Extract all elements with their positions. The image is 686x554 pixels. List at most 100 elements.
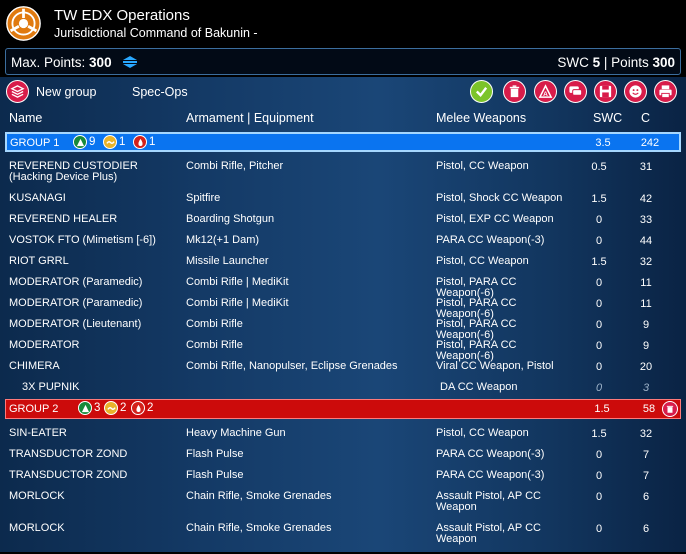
group-cost: 58 — [642, 403, 656, 415]
unit-cost: 6 — [642, 491, 650, 503]
unit-armament: Chain Rifle, Smoke Grenades — [186, 490, 332, 502]
impetuous-order-count: 1 — [133, 135, 155, 149]
unit-cost: 32 — [639, 428, 653, 440]
group-cost: 242 — [640, 137, 660, 149]
delete-group-button[interactable] — [662, 401, 678, 417]
table-row[interactable]: TRANSDUCTOR ZOND Flash Pulse PARA CC Wea… — [0, 464, 686, 485]
unit-armament: Boarding Shotgun — [186, 213, 275, 225]
army-list-subtitle: Jurisdictional Command of Bakunin - — [54, 26, 258, 40]
max-points-display: Max. Points: 300 — [11, 55, 112, 70]
unit-swc: 1.5 — [591, 256, 607, 268]
unit-armament: Combi Rifle | MediKit — [186, 297, 289, 309]
new-group-button[interactable]: New group — [6, 80, 96, 103]
group-2-bar[interactable]: GROUP 2 3 2 2 1.5 58 — [5, 399, 681, 419]
trash-icon — [503, 80, 526, 103]
bottom-border — [0, 552, 686, 554]
unit-melee: Pistol, PARA CC Weapon(-6) — [436, 297, 517, 320]
unit-armament: Missile Launcher — [186, 255, 269, 267]
toolbar: New group Spec-Ops A — [0, 77, 686, 107]
table-row[interactable]: TRANSDUCTOR ZOND Flash Pulse PARA CC Wea… — [0, 443, 686, 464]
unit-melee: PARA CC Weapon(-3) — [436, 234, 545, 246]
specops-link[interactable]: Spec-Ops — [132, 85, 188, 99]
table-row[interactable]: REVEREND CUSTODIER (Hacking Device Plus)… — [0, 155, 686, 185]
unit-name: VOSTOK FTO (Mimetism [-6]) — [9, 234, 156, 246]
table-row-sub-unit[interactable]: 3X PUPNIK DA CC Weapon 0 3 — [0, 376, 686, 397]
impetuous-order-icon — [133, 135, 147, 149]
validate-button[interactable] — [470, 80, 493, 103]
army-list-title: TW EDX Operations — [54, 7, 190, 24]
new-group-icon — [6, 80, 29, 103]
chat-icon — [564, 80, 587, 103]
unit-cost: 20 — [639, 361, 653, 373]
unit-name: MODERATOR (Paramedic) — [9, 297, 143, 309]
unit-cost: 31 — [639, 161, 653, 173]
table-row[interactable]: KUSANAGI Spitfire Pistol, Shock CC Weapo… — [0, 187, 686, 208]
unit-melee: Pistol, CC Weapon — [436, 427, 529, 439]
points-summary-label: | Points — [603, 55, 649, 70]
unit-swc: 0 — [595, 361, 603, 373]
unit-melee: Viral CC Weapon, Pistol — [436, 360, 554, 372]
unit-armament: Flash Pulse — [186, 469, 244, 481]
unit-cost: 33 — [639, 214, 653, 226]
col-header-armament: Armament | Equipment — [186, 111, 314, 125]
save-button[interactable] — [594, 80, 617, 103]
army-button[interactable]: A — [534, 80, 557, 103]
impetuous-order-icon — [131, 401, 145, 415]
unit-swc: 0 — [595, 523, 603, 535]
unit-cost: 11 — [640, 277, 652, 289]
unit-melee: Pistol, CC Weapon — [436, 255, 529, 267]
unit-name: REVEREND HEALER — [9, 213, 118, 225]
table-row[interactable]: MORLOCK Chain Rifle, Smoke Grenades Assa… — [0, 517, 686, 549]
table-row[interactable]: SIN-EATER Heavy Machine Gun Pistol, CC W… — [0, 422, 686, 443]
table-row[interactable]: MODERATOR (Lieutenant) Combi Rifle Pisto… — [0, 313, 686, 341]
group-label: GROUP 1 — [10, 137, 60, 149]
unit-cost: 11 — [640, 298, 652, 310]
print-button[interactable] — [654, 80, 677, 103]
delete-list-button[interactable] — [503, 80, 526, 103]
unit-melee: Pistol, Shock CC Weapon — [436, 192, 563, 204]
max-points-value: 300 — [89, 55, 112, 70]
table-row[interactable]: MODERATOR Combi Rifle Pistol, PARA CC We… — [0, 334, 686, 362]
swc-summary-label: SWC — [557, 55, 589, 70]
irregular-order-count: 2 — [104, 401, 126, 415]
unit-name: TRANSDUCTOR ZOND — [9, 469, 128, 481]
group-1-bar[interactable]: GROUP 1 9 1 1 3.5 242 — [5, 132, 681, 152]
unit-melee: Pistol, PARA CC Weapon(-6) — [436, 276, 517, 299]
table-row[interactable]: REVEREND HEALER Boarding Shotgun Pistol,… — [0, 208, 686, 229]
points-bar: Max. Points: 300 SWC 5 | Points 300 — [5, 48, 681, 75]
table-row[interactable]: RIOT GRRL Missile Launcher Pistol, CC We… — [0, 250, 686, 271]
smiley-icon — [624, 80, 647, 103]
table-row[interactable]: MORLOCK Chain Rifle, Smoke Grenades Assa… — [0, 485, 686, 517]
unit-melee: DA CC Weapon — [440, 381, 518, 393]
regular-order-count: 9 — [73, 135, 95, 149]
unit-cost: 44 — [639, 235, 653, 247]
table-row[interactable]: MODERATOR (Paramedic) Combi Rifle | Medi… — [0, 271, 686, 299]
unit-melee: Pistol, PARA CC Weapon(-6) — [436, 339, 517, 362]
unit-swc: 0.5 — [591, 161, 607, 173]
unit-swc: 0 — [595, 214, 603, 226]
unit-name: MORLOCK — [9, 522, 65, 534]
col-header-name: Name — [9, 111, 43, 125]
unit-swc: 0 — [595, 340, 603, 352]
unit-swc: 0 — [595, 298, 603, 310]
unit-cost: 6 — [642, 523, 650, 535]
col-header-swc: SWC — [593, 111, 623, 125]
table-row[interactable]: VOSTOK FTO (Mimetism [-6]) Mk12(+1 Dam) … — [0, 229, 686, 250]
regular-order-icon — [73, 135, 87, 149]
table-row[interactable]: CHIMERA Combi Rifle, Nanopulser, Eclipse… — [0, 355, 686, 376]
max-points-toggle-icon[interactable] — [122, 55, 138, 69]
unit-melee: PARA CC Weapon(-3) — [436, 448, 545, 460]
irregular-order-icon — [104, 401, 118, 415]
chat-button[interactable] — [564, 80, 587, 103]
unit-melee: Assault Pistol, AP CC Weapon — [436, 490, 541, 513]
smiley-button[interactable] — [624, 80, 647, 103]
triangle-a-icon: A — [534, 80, 557, 103]
unit-name: 3X PUPNIK — [22, 381, 80, 393]
regular-order-icon — [78, 401, 92, 415]
floppy-icon — [594, 80, 617, 103]
table-row[interactable]: MODERATOR (Paramedic) Combi Rifle | Medi… — [0, 292, 686, 320]
unit-swc: 0 — [595, 470, 603, 482]
unit-melee: Pistol, PARA CC Weapon(-6) — [436, 318, 517, 341]
faction-logo-icon — [6, 6, 41, 41]
app-header: TW EDX Operations Jurisdictional Command… — [0, 0, 686, 46]
